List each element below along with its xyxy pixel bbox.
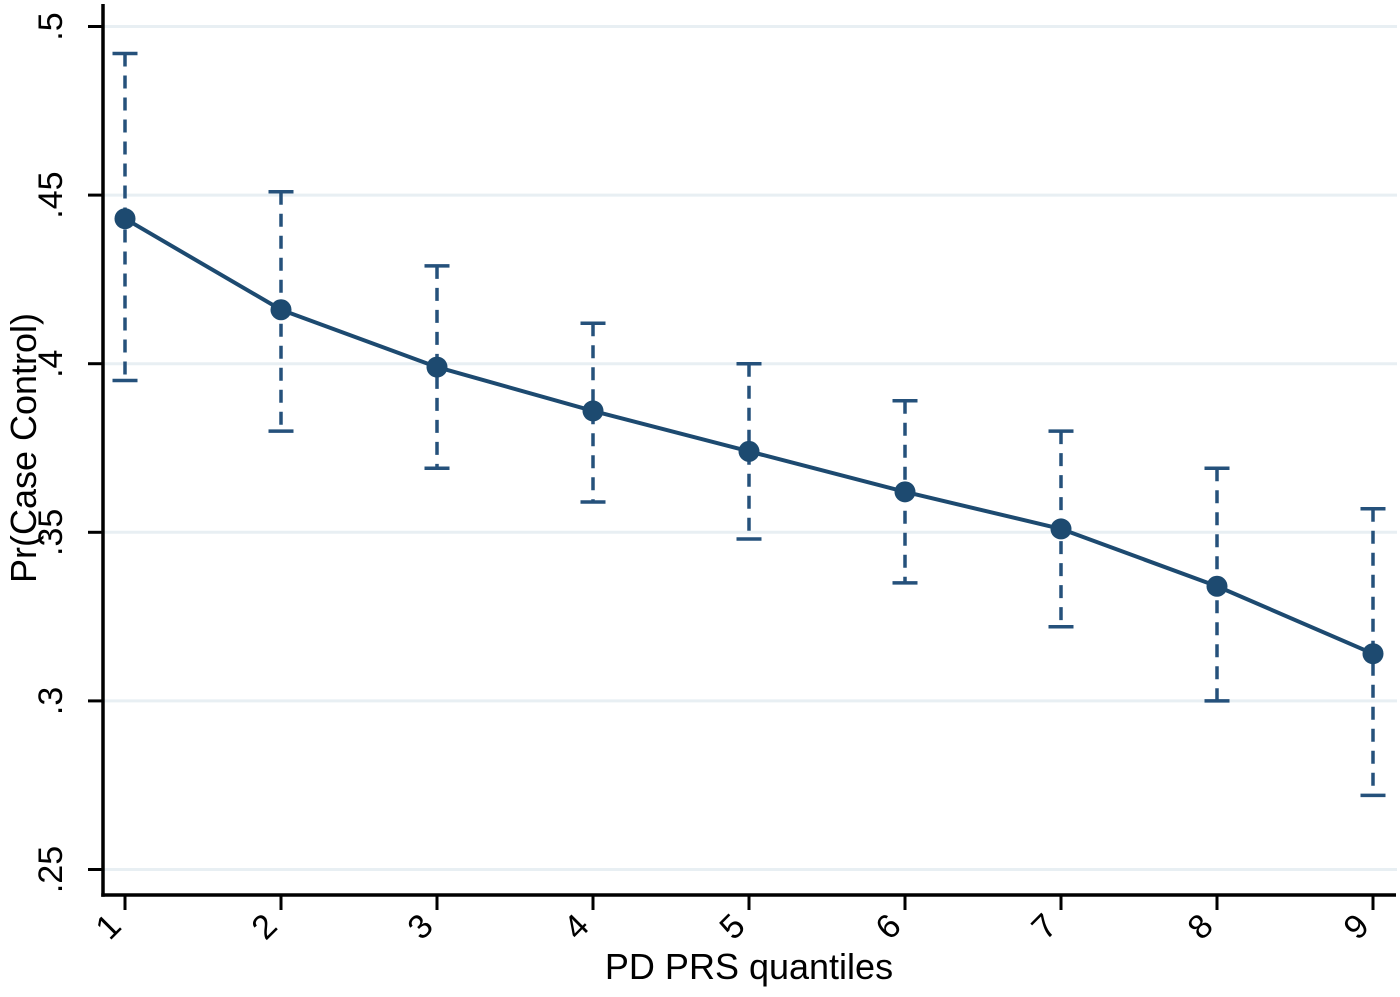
x-tick-label: 2: [244, 907, 284, 947]
x-tick-label: 3: [400, 907, 440, 947]
data-point-marker: [582, 400, 604, 422]
data-point-marker: [738, 440, 760, 462]
y-tick-label: .5: [32, 12, 70, 40]
data-point-marker: [270, 299, 292, 321]
data-point-marker: [426, 356, 448, 378]
y-tick-label: .3: [32, 687, 70, 715]
data-point-marker: [114, 208, 136, 230]
y-tick-label: .35: [32, 509, 70, 556]
y-axis-title: Pr(Case Control): [3, 313, 44, 583]
data-point-marker: [1362, 643, 1384, 665]
y-tick-label: .25: [32, 846, 70, 893]
x-tick-label: 5: [712, 907, 752, 947]
y-tick-label: .45: [32, 171, 70, 218]
x-tick-label: 4: [556, 907, 596, 947]
x-tick-label: 6: [868, 907, 908, 947]
y-tick-label: .4: [32, 350, 70, 378]
chart-render-layer: .25 .3 .35 .4 .45 .5 1 2 3 4 5 6 7 8 9: [32, 4, 1397, 947]
x-tick-label: 9: [1336, 907, 1376, 947]
data-point-marker: [1206, 575, 1228, 597]
x-tick-label: 1: [88, 907, 128, 947]
x-axis-title: PD PRS quantiles: [605, 946, 893, 987]
data-point-marker: [1050, 518, 1072, 540]
data-point-marker: [894, 481, 916, 503]
x-tick-label: 7: [1024, 907, 1064, 947]
x-tick-label: 8: [1180, 907, 1220, 947]
